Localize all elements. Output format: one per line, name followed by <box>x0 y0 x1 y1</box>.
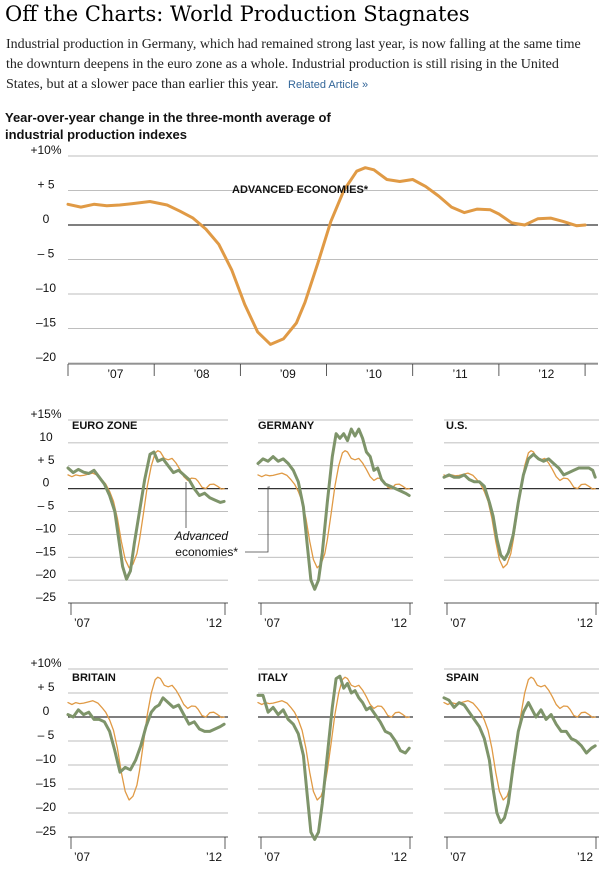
y-tick-label: –20 <box>36 567 56 581</box>
x-tick-label: ’07 <box>450 850 466 864</box>
x-tick-label: ’07 <box>74 850 90 864</box>
chart-title-spain: SPAIN <box>446 672 479 684</box>
chart-britain <box>66 668 228 849</box>
x-tick-label: ’07 <box>264 616 280 630</box>
y-tick-label: –10 <box>36 281 56 295</box>
y-tick-label: –15 <box>36 544 56 558</box>
y-tick-label: – 5 <box>38 499 55 513</box>
x-tick-label: ’07 <box>450 616 466 630</box>
y-tick-label: –10 <box>36 521 56 535</box>
intro-text: Industrial production in Germany, which … <box>6 37 581 92</box>
y-tick-label: +10% <box>30 143 61 157</box>
series-line-germany <box>256 427 411 591</box>
annotation-pointer <box>245 486 270 553</box>
y-tick-label: – 5 <box>38 728 55 742</box>
y-tick-label: +10% <box>30 656 61 670</box>
related-article-link[interactable]: Related Article » <box>288 79 369 91</box>
y-tick-label: + 5 <box>37 680 54 694</box>
x-tick-label: ’12 <box>206 616 222 630</box>
chart-subtitle: Year-over-year change in the three-month… <box>5 110 331 142</box>
chart-title-britain: BRITAIN <box>72 672 116 684</box>
y-tick-label: + 5 <box>37 178 54 192</box>
y-tick-label: 0 <box>43 476 50 490</box>
x-tick-label: ’08 <box>194 367 210 381</box>
x-tick-label: ’12 <box>577 616 593 630</box>
x-tick-label: ’07 <box>74 616 90 630</box>
series-line-advanced-economies <box>257 676 410 801</box>
annotation-label: Advanced <box>174 529 229 543</box>
y-tick-label: +15% <box>30 407 61 421</box>
y-tick-label: 0 <box>43 704 50 718</box>
intro-paragraph: Industrial production in Germany, which … <box>6 35 596 95</box>
y-tick-label: –15 <box>36 776 56 790</box>
chart-title-us: U.S. <box>446 420 467 432</box>
chart-title-germany: GERMANY <box>258 420 315 432</box>
chart-title-advanced-economies: ADVANCED ECONOMIES* <box>232 184 369 196</box>
series-line-advanced-economies <box>66 166 587 346</box>
series-line-advanced-economies <box>257 450 410 569</box>
series-line-u-s- <box>442 452 597 561</box>
chart-italy <box>256 668 413 849</box>
series-line-advanced-economies <box>443 450 596 569</box>
y-tick-label: –15 <box>36 316 56 330</box>
y-tick-label: –20 <box>36 350 56 364</box>
series-line-britain <box>66 696 226 774</box>
chart-germany <box>256 419 413 615</box>
series-line-advanced-economies <box>443 676 596 801</box>
series-line-advanced-economies <box>67 676 225 801</box>
x-tick-label: ’12 <box>391 850 407 864</box>
series-line-spain <box>442 696 597 825</box>
x-tick-label: ’10 <box>366 367 382 381</box>
x-tick-label: ’12 <box>577 850 593 864</box>
y-tick-label: –10 <box>36 752 56 766</box>
chart-us <box>442 419 599 615</box>
y-tick-label: 10 <box>39 430 53 444</box>
y-tick-label: –25 <box>36 824 56 838</box>
y-tick-label: –20 <box>36 800 56 814</box>
chart-advanced-economies <box>66 155 598 376</box>
page-title: Off the Charts: World Production Stagnat… <box>5 2 470 26</box>
x-tick-label: ’12 <box>206 850 222 864</box>
y-tick-label: + 5 <box>37 453 54 467</box>
chart-euro-zone <box>66 419 228 615</box>
x-tick-label: ’07 <box>107 367 123 381</box>
series-line-italy <box>256 674 411 841</box>
x-tick-label: ’11 <box>453 367 468 381</box>
x-tick-label: ’12 <box>391 616 407 630</box>
chart-title-euro-zone: EURO ZONE <box>72 420 137 432</box>
chart-title-italy: ITALY <box>258 672 289 684</box>
y-tick-label: – 5 <box>38 247 55 261</box>
y-tick-label: 0 <box>43 212 50 226</box>
x-tick-label: ’07 <box>264 850 280 864</box>
x-tick-label: ’09 <box>280 367 296 381</box>
y-tick-label: –25 <box>36 590 56 604</box>
x-tick-label: ’12 <box>538 367 554 381</box>
annotation-label: economies* <box>175 545 238 559</box>
chart-spain <box>442 668 599 849</box>
series-line-euro-zone <box>66 450 226 581</box>
